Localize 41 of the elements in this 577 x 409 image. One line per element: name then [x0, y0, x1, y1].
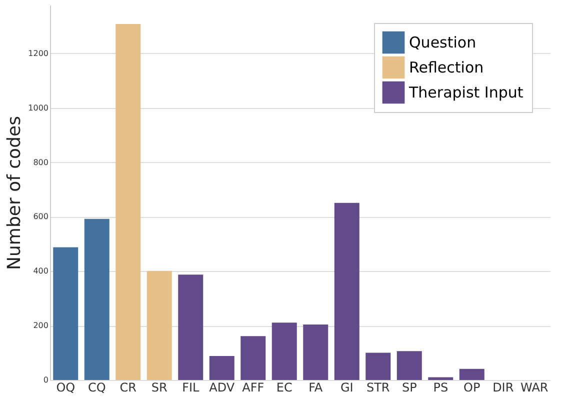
x-tick-label: OQ: [56, 380, 76, 394]
bar: [428, 377, 454, 380]
y-tick-label: 600: [33, 212, 48, 222]
bar: [84, 218, 110, 380]
y-tick-label: 0: [43, 376, 48, 384]
bar: [240, 336, 266, 380]
bar: [146, 270, 172, 380]
legend-label: Reflection: [409, 58, 484, 76]
x-tick-label: SR: [151, 380, 168, 394]
x-tick-label: GI: [340, 380, 354, 394]
bar: [366, 352, 391, 380]
bar: [272, 322, 297, 380]
x-tick-label: OP: [464, 380, 480, 394]
legend-label: Question: [409, 34, 476, 52]
bar: [116, 24, 141, 380]
bar: [178, 274, 204, 380]
y-tick-label: 400: [33, 266, 48, 276]
bar: [53, 247, 78, 380]
bar: [303, 324, 328, 380]
x-tick-label: EC: [276, 380, 292, 394]
y-tick-label: 200: [33, 321, 48, 330]
y-tick-label: 1000: [28, 103, 48, 112]
x-tick-label: STR: [366, 380, 390, 394]
bar: [396, 351, 422, 380]
x-tick-label: ADV: [209, 380, 236, 394]
x-tick-label: DIR: [492, 380, 514, 394]
x-tick-label: PS: [433, 380, 448, 394]
x-tick-label: CR: [120, 380, 136, 394]
x-tick-label: CQ: [88, 380, 106, 394]
y-tick-label: 800: [33, 158, 48, 167]
bar: [209, 356, 234, 380]
y-tick-label: 1200: [28, 48, 48, 58]
x-tick-label: WAR: [520, 380, 548, 394]
x-tick-label: FA: [308, 380, 324, 394]
x-tick-label: AFF: [242, 380, 264, 394]
bar: [334, 202, 360, 380]
bar: [459, 368, 484, 380]
x-tick-label: FIL: [182, 380, 200, 394]
y-axis-title: Number of codes: [4, 116, 26, 270]
x-tick-label: SP: [402, 380, 417, 394]
legend-label: Therapist Input: [408, 84, 524, 102]
